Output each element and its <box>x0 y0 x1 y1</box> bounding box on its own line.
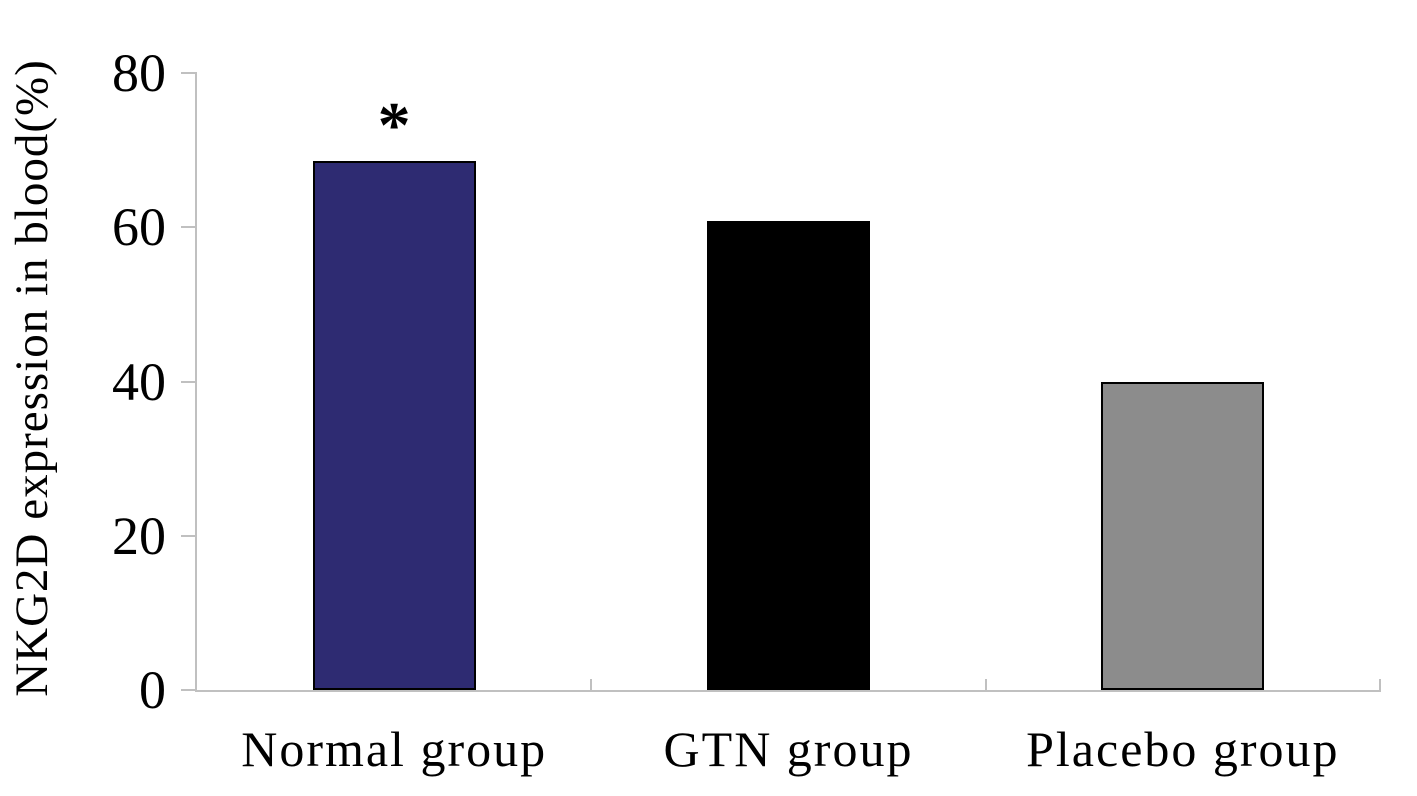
x-tick-mark <box>984 679 987 692</box>
x-label-gtn-group: GTN group <box>663 721 914 777</box>
y-tick-label-20: 20 <box>112 505 166 566</box>
y-tick-mark <box>181 72 197 74</box>
y-tick-mark <box>181 534 197 537</box>
x-tick-mark <box>1379 679 1381 692</box>
x-label-normal-group: Normal group <box>241 721 548 777</box>
bar-gtn-group <box>707 221 870 690</box>
significance-asterisk: * <box>377 88 411 162</box>
y-tick-mark <box>181 380 197 383</box>
bar-placebo-group <box>1101 381 1265 690</box>
y-tick-label-80: 80 <box>112 43 166 103</box>
y-tick-label-60: 60 <box>112 197 166 258</box>
x-label-placebo-group: Placebo group <box>1026 721 1340 777</box>
y-tick-label-0: 0 <box>139 660 166 720</box>
y-tick-mark <box>181 689 197 691</box>
bar-normal-group <box>312 160 476 690</box>
y-tick-mark <box>181 226 197 229</box>
plot-area: * <box>181 72 1381 692</box>
x-tick-mark <box>590 679 593 692</box>
y-tick-label-40: 40 <box>112 351 166 412</box>
y-axis-line <box>195 73 197 692</box>
y-axis-title: NKG2D expression in blood(%) <box>6 59 58 697</box>
x-axis-line <box>195 690 1380 692</box>
